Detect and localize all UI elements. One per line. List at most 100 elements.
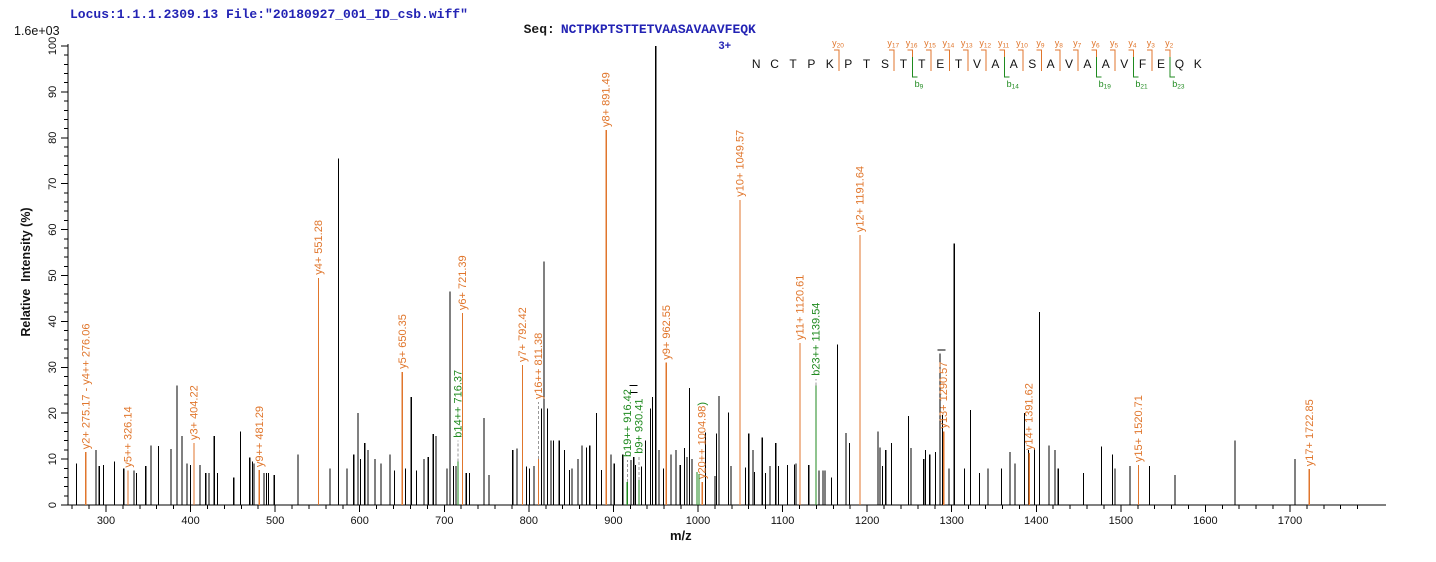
fragment-marker-label: y5 (1110, 38, 1119, 50)
peak-label: y4+ 551.28 (313, 220, 325, 275)
y-fragment-bracket (1073, 49, 1079, 71)
fragment-marker-label: b19 (1099, 79, 1112, 91)
y-fragment-bracket (834, 49, 840, 71)
residue-letter: V (973, 57, 981, 71)
x-tick-label: 1000 (686, 515, 710, 527)
header-seq-value: NCTPKPTSTTETVAASAVAAVFEQK (560, 22, 756, 37)
residue-letter: C (770, 57, 779, 71)
peak-label: y8+ 891.49 (601, 72, 613, 127)
x-tick-label: 1100 (771, 515, 795, 527)
residue-letter: Q (1175, 57, 1184, 71)
peak-label: y16++ 811.38 (533, 333, 545, 399)
fragment-marker-label: b23 (1172, 79, 1185, 91)
peak-label: y7+ 792.42 (517, 307, 529, 362)
charge-state-label: 3+ (718, 40, 731, 52)
fragment-marker-label: y14 (943, 38, 955, 50)
residue-letter: A (1083, 57, 1091, 71)
x-tick-label: 300 (97, 515, 115, 527)
header-seq-label: Seq: (523, 22, 555, 37)
peak-label: y12+ 1191.64 (855, 166, 867, 232)
residue-letter: T (955, 57, 963, 71)
residue-letter: K (826, 57, 834, 71)
peak-label: b23++ 1139.54 (810, 303, 822, 376)
x-tick-label: 1300 (939, 515, 963, 527)
peak-label: y13+ 1290.57 (938, 362, 950, 429)
fragment-marker-label: y6 (1092, 38, 1101, 50)
y-fragment-bracket (999, 49, 1006, 71)
peak-label: b14++ 716.37 (453, 370, 465, 438)
residue-letter: K (1194, 57, 1202, 71)
peak-label: y11+ 1120.61 (794, 275, 806, 340)
peak-label: y10+ 1049.57 (734, 130, 746, 197)
y-tick-label: 40 (47, 315, 59, 327)
residue-letter: T (863, 57, 871, 71)
fragment-marker-label: y12 (979, 38, 991, 50)
residue-letter: A (1102, 57, 1110, 71)
header-sequence-line: Seq: NCTPKPTSTTETVAASAVAAVFEQK (508, 7, 756, 37)
residue-letter: T (789, 57, 797, 71)
fragment-marker-label: y13 (961, 38, 973, 50)
fragment-marker-label: y17 (887, 38, 899, 50)
b-fragment-bracket (1004, 57, 1010, 78)
y-fragment-bracket (1146, 49, 1153, 71)
fragment-marker-label: y2 (1165, 38, 1174, 50)
fragment-marker-label: y9 (1036, 38, 1045, 50)
fragment-marker-label: y3 (1147, 38, 1156, 50)
x-tick-label: 1500 (1109, 515, 1133, 527)
b-fragment-bracket (912, 57, 918, 78)
fragment-marker-label: b21 (1135, 79, 1148, 91)
y-tick-label: 100 (47, 37, 59, 55)
fragment-marker-label: y11 (998, 38, 1010, 50)
residue-letter: T (918, 57, 926, 71)
residue-letter: E (936, 57, 944, 71)
fragment-marker-label: y8 (1055, 38, 1064, 50)
fragment-marker-label: b14 (1007, 79, 1020, 91)
x-tick-label: 1400 (1024, 515, 1048, 527)
fragment-marker-label: y20 (832, 38, 844, 50)
x-tick-label: 1700 (1278, 515, 1302, 527)
y-tick-label: 70 (47, 178, 59, 190)
y-fragment-bracket (962, 49, 969, 71)
y-fragment-bracket (1128, 49, 1134, 71)
y-fragment-bracket (981, 49, 987, 71)
b-fragment-bracket (1096, 57, 1102, 78)
y-tick-label: 0 (47, 502, 59, 508)
peak-label: y6+ 721.39 (457, 255, 469, 310)
y-fragment-bracket (944, 49, 950, 71)
peak-label: y5++ 326.14 (123, 406, 135, 467)
y-fragment-bracket (907, 49, 914, 71)
y-tick-label: 10 (47, 453, 59, 465)
residue-letter: P (844, 57, 852, 71)
residue-letter: T (900, 57, 908, 71)
residue-letter: V (1065, 57, 1073, 71)
y-fragment-bracket (1110, 49, 1116, 71)
y-tick-label: 90 (47, 86, 59, 98)
residue-letter: A (991, 57, 999, 71)
b-fragment-bracket (1132, 57, 1139, 78)
residue-letter: N (752, 57, 761, 71)
residue-letter: A (1010, 57, 1018, 71)
x-tick-label: 1600 (1193, 515, 1217, 527)
x-tick-label: 500 (266, 515, 284, 527)
y-tick-label: 60 (47, 223, 59, 235)
y-fragment-bracket (1165, 49, 1171, 71)
x-tick-label: 800 (520, 515, 538, 527)
base-peak-intensity-label: 1.6e+03 (14, 24, 60, 38)
residue-letter: V (1120, 57, 1128, 71)
b-fragment-bracket (1169, 57, 1176, 78)
residue-letter: S (1028, 57, 1036, 71)
y-fragment-bracket (1054, 49, 1061, 71)
fragment-marker-label: y15 (924, 38, 936, 50)
peak-label: y9++ 481.29 (254, 406, 266, 467)
x-tick-label: 1200 (855, 515, 879, 527)
y-tick-label: 50 (47, 269, 59, 281)
peak-label: y2+ 275.17 - y4++ 276.06 (80, 324, 92, 450)
x-tick-label: 900 (604, 515, 622, 527)
y-fragment-bracket (889, 49, 895, 71)
residue-letter: P (807, 57, 815, 71)
x-tick-label: 700 (435, 515, 453, 527)
fragment-marker-label: y4 (1128, 38, 1137, 50)
fragment-marker-label: y16 (906, 38, 918, 50)
x-tick-label: 600 (351, 515, 369, 527)
